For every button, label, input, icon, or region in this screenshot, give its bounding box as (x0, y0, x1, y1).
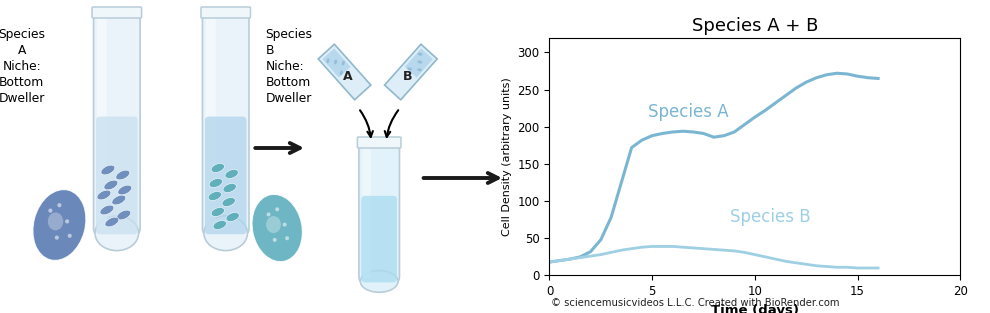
Ellipse shape (100, 205, 114, 215)
FancyBboxPatch shape (205, 116, 247, 234)
Circle shape (285, 236, 289, 240)
Title: Species A + B: Species A + B (692, 17, 818, 35)
Text: Species
A
Niche:
Bottom
Dweller: Species A Niche: Bottom Dweller (0, 28, 46, 105)
Circle shape (49, 208, 52, 213)
X-axis label: Time (days): Time (days) (711, 304, 799, 313)
Polygon shape (318, 44, 371, 100)
Polygon shape (405, 49, 433, 78)
Ellipse shape (360, 270, 398, 292)
Circle shape (275, 207, 279, 211)
Ellipse shape (208, 192, 222, 200)
Ellipse shape (334, 59, 338, 64)
Y-axis label: Cell Density (arbitrary units): Cell Density (arbitrary units) (502, 77, 512, 236)
Circle shape (283, 223, 287, 227)
Ellipse shape (340, 70, 343, 75)
Ellipse shape (222, 198, 236, 207)
FancyBboxPatch shape (97, 18, 107, 230)
Ellipse shape (117, 210, 131, 220)
Text: A: A (344, 69, 353, 83)
Ellipse shape (112, 195, 126, 205)
Polygon shape (384, 44, 438, 100)
Text: © sciencemusicvideos L.L.C. Created with BioRender.com: © sciencemusicvideos L.L.C. Created with… (551, 298, 840, 308)
Text: Species
B
Niche:
Bottom
Dweller: Species B Niche: Bottom Dweller (265, 28, 312, 105)
Ellipse shape (105, 217, 119, 227)
Polygon shape (323, 49, 350, 78)
Ellipse shape (95, 216, 139, 251)
Circle shape (273, 238, 277, 242)
Circle shape (57, 203, 61, 207)
Ellipse shape (223, 183, 237, 192)
Ellipse shape (118, 185, 132, 195)
Ellipse shape (252, 194, 302, 262)
Ellipse shape (48, 213, 63, 230)
Ellipse shape (342, 61, 345, 65)
Ellipse shape (418, 53, 423, 56)
Ellipse shape (101, 165, 115, 175)
Ellipse shape (225, 170, 239, 178)
Ellipse shape (226, 213, 240, 222)
Ellipse shape (209, 178, 223, 187)
Ellipse shape (213, 221, 227, 229)
Circle shape (67, 234, 71, 238)
Ellipse shape (418, 60, 422, 64)
Ellipse shape (327, 59, 330, 63)
Ellipse shape (104, 180, 118, 190)
Text: Species B: Species B (731, 208, 811, 227)
Ellipse shape (97, 190, 111, 200)
Circle shape (266, 213, 270, 216)
FancyBboxPatch shape (203, 13, 249, 235)
Ellipse shape (211, 164, 225, 172)
Circle shape (54, 235, 58, 240)
FancyBboxPatch shape (92, 7, 142, 18)
Text: B: B (403, 69, 412, 83)
FancyBboxPatch shape (93, 13, 141, 235)
FancyBboxPatch shape (359, 143, 400, 283)
FancyBboxPatch shape (96, 116, 138, 234)
FancyBboxPatch shape (357, 137, 401, 148)
FancyBboxPatch shape (206, 18, 216, 230)
Ellipse shape (417, 68, 422, 71)
FancyBboxPatch shape (201, 7, 250, 18)
Ellipse shape (211, 208, 225, 217)
Circle shape (65, 219, 69, 223)
FancyBboxPatch shape (361, 196, 397, 282)
Text: Species A: Species A (648, 103, 729, 121)
Ellipse shape (33, 190, 86, 260)
Ellipse shape (204, 216, 248, 251)
FancyBboxPatch shape (362, 148, 371, 278)
Ellipse shape (116, 170, 130, 180)
Ellipse shape (266, 216, 281, 233)
Ellipse shape (407, 67, 412, 70)
